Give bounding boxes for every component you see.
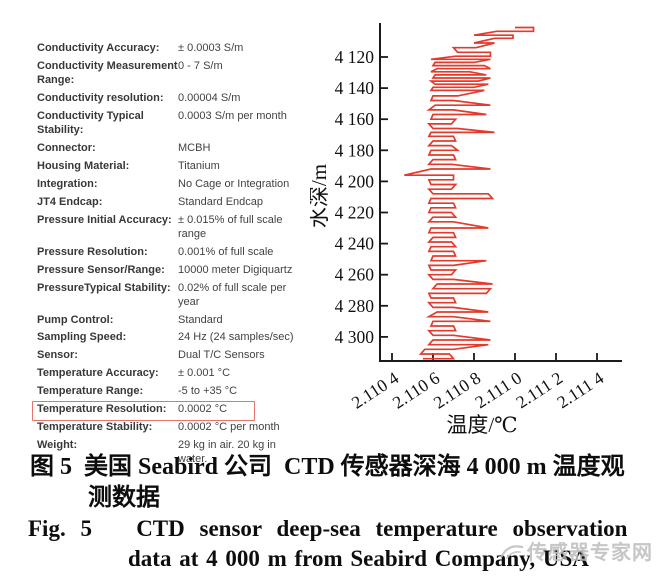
spec-label: Connector:	[37, 141, 96, 154]
spec-label: Pressure Initial Accuracy:	[37, 213, 172, 226]
y-tick-label: 4 220	[335, 203, 375, 223]
spec-value: 0.0002 °C	[178, 403, 228, 416]
y-tick-label: 4 260	[335, 265, 375, 285]
y-axis-title: 水深/m	[310, 164, 331, 228]
spec-value: ± 0.015% of full scale range	[178, 213, 283, 240]
spec-row: Pressure Initial Accuracy: ± 0.015% of fu…	[37, 212, 305, 244]
spec-value: 0 - 7 S/m	[178, 59, 223, 72]
spec-row: Sensor: Dual T/C Sensors	[37, 347, 305, 365]
spec-label: Conductivity Measurement Range:	[37, 59, 178, 86]
spec-value: ± 0.001 °C	[178, 367, 231, 380]
watermark-logo-icon	[500, 544, 524, 559]
spec-row: Temperature Accuracy: ± 0.001 °C	[37, 365, 305, 383]
temperature-trace	[404, 26, 535, 360]
spec-value: 0.00004 S/m	[178, 91, 241, 104]
caption-english-line2: data at 4 000 m from Seabird Company, US…	[128, 546, 589, 571]
spec-row: Pressure Sensor/Range: 10000 meter Digiqu…	[37, 262, 305, 280]
spec-label: Weight:	[37, 439, 78, 452]
spec-label: Temperature Stability:	[37, 421, 153, 434]
y-tick-label: 4 120	[335, 47, 375, 67]
spec-label: Conductivity Accuracy:	[37, 42, 160, 54]
spec-row: PressureTypical Stability: 0.02% of full …	[37, 280, 305, 312]
spec-value: 24 Hz (24 samples/sec)	[178, 331, 294, 344]
spec-value: 29 kg in air. 20 kg in water.	[178, 439, 276, 466]
y-tick-label: 4 240	[335, 234, 375, 254]
spec-row: Conductivity Measurement Range: 0 - 7 S/m	[37, 58, 305, 90]
spec-label: Pressure Sensor/Range:	[37, 263, 165, 276]
spec-label: Conductivity resolution:	[37, 91, 164, 104]
spec-label: PressureTypical Stability:	[37, 281, 171, 294]
spec-row: Pressure Resolution: 0.001% of full scale	[37, 244, 305, 262]
spec-value: Dual T/C Sensors	[178, 349, 265, 362]
spec-row: Temperature Stability: 0.0002 °C per mont…	[37, 419, 305, 437]
spec-value: No Cage or Integration	[178, 177, 290, 190]
spec-value: -5 to +35 °C	[178, 385, 238, 398]
caption-chinese-line1: 图 5 美国 Seabird 公司 CTD 传感器深海 4 000 m 温度观	[30, 454, 625, 480]
watermark: 传感器专家网	[500, 536, 653, 565]
spec-row: Conductivity resolution: 0.00004 S/m	[37, 90, 305, 108]
spec-label: Pressure Resolution:	[37, 245, 148, 258]
spec-row: Weight: 29 kg in air. 20 kg in water.	[37, 437, 305, 469]
y-tick-label: 4 200	[335, 171, 375, 191]
x-tick-label: 2.111 2	[512, 368, 566, 413]
x-tick-label: 2.111 0	[471, 367, 525, 412]
axes	[379, 23, 622, 362]
spec-value: Titanium	[178, 159, 220, 172]
spec-row: Connector: MCBH	[37, 140, 305, 158]
temperature-depth-chart: 2.110 42.110 62.110 82.111 02.111 22.111…	[310, 23, 622, 437]
spec-value: 0.02% of full scale per year	[178, 281, 287, 308]
spec-value: 0.0002 °C per month	[178, 421, 280, 434]
spec-label: Integration:	[37, 177, 98, 190]
spec-value: Standard Endcap	[178, 195, 264, 208]
spec-row: Integration: No Cage or Integration	[37, 176, 305, 194]
y-tick-label: 4 160	[335, 109, 375, 129]
watermark-text: 传感器专家网	[527, 542, 653, 564]
y-tick-label: 4 180	[335, 140, 375, 160]
spec-label: Temperature Range:	[37, 385, 144, 398]
x-tick-label: 2.111 4	[553, 367, 607, 412]
spec-label: Temperature Accuracy:	[37, 367, 159, 380]
spec-label: JT4 Endcap:	[37, 195, 103, 208]
caption-english-line1: Fig. 5 CTD sensor deep-sea temperature o…	[28, 516, 628, 541]
x-axis-title: 温度/℃	[446, 413, 517, 437]
spec-label: Sampling Speed:	[37, 331, 127, 344]
spec-label: Temperature Resolution:	[37, 403, 167, 416]
spec-row: Sampling Speed: 24 Hz (24 samples/sec)	[37, 329, 305, 347]
spec-label: Pump Control:	[37, 313, 114, 326]
caption-chinese-line2: 测数据	[88, 485, 160, 511]
spec-row: JT4 Endcap: Standard Endcap	[37, 194, 305, 212]
y-tick-label: 4 280	[335, 296, 375, 316]
spec-row: Housing Material: Titanium	[37, 158, 305, 176]
spec-label: Sensor:	[37, 349, 78, 362]
spec-row: Temperature Resolution: 0.0002 °C	[32, 401, 305, 422]
x-tick-label: 2.110 8	[430, 367, 485, 412]
spec-label: Housing Material:	[37, 159, 130, 172]
spec-label: Conductivity Typical Stability:	[37, 109, 144, 136]
spec-row: Pump Control: Standard	[37, 312, 305, 330]
y-tick-label: 4 300	[335, 327, 375, 347]
y-tick-label: 4 140	[335, 78, 375, 98]
spec-value: MCBH	[178, 141, 211, 154]
spec-value: ± 0.0003 S/m	[178, 42, 244, 54]
spec-row: Temperature Range: -5 to +35 °C	[37, 383, 305, 401]
spec-row: Conductivity Typical Stability: 0.0003 S/…	[37, 108, 305, 140]
spec-value: 10000 meter Digiquartz	[178, 263, 293, 276]
spec-value: 0.001% of full scale	[178, 245, 274, 258]
spec-value: Standard	[178, 313, 223, 326]
spec-value: 0.0003 S/m per month	[178, 109, 287, 122]
figure-caption: 图 5 美国 Seabird 公司 CTD 传感器深海 4 000 m 温度观 …	[0, 452, 668, 574]
spec-table: Conductivity Accuracy: ± 0.0003 S/m Conduc…	[32, 40, 305, 469]
spec-row: Conductivity Accuracy: ± 0.0003 S/m	[37, 40, 305, 58]
